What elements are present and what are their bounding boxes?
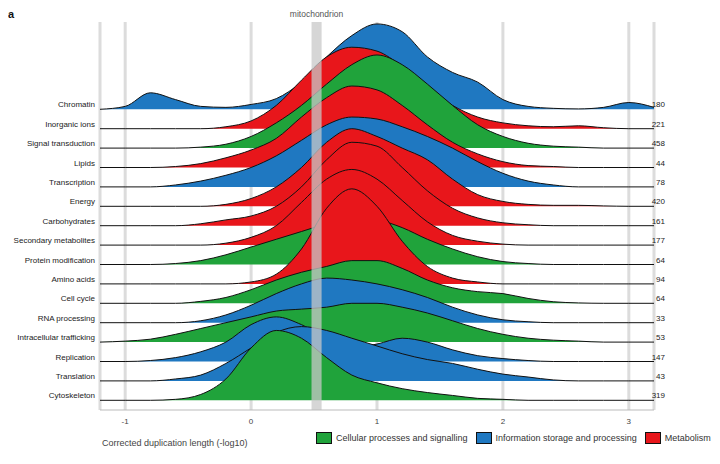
svg-text:Intracellular trafficking: Intracellular trafficking <box>17 333 95 342</box>
svg-text:Energy: Energy <box>70 197 95 206</box>
svg-text:3: 3 <box>627 417 632 426</box>
svg-text:458: 458 <box>652 139 666 148</box>
svg-text:161: 161 <box>652 217 666 226</box>
svg-text:Protein modification: Protein modification <box>25 256 95 265</box>
svg-text:Transcription: Transcription <box>49 178 95 187</box>
svg-text:43: 43 <box>656 372 665 381</box>
svg-text:Replication: Replication <box>55 353 95 362</box>
svg-text:78: 78 <box>656 178 665 187</box>
svg-text:221: 221 <box>652 120 666 129</box>
svg-text:Carbohydrates: Carbohydrates <box>43 217 95 226</box>
svg-text:180: 180 <box>652 100 666 109</box>
svg-text:147: 147 <box>652 353 666 362</box>
svg-text:319: 319 <box>652 391 666 400</box>
svg-text:-1: -1 <box>122 417 130 426</box>
svg-text:177: 177 <box>652 236 666 245</box>
svg-text:Cytoskeleton: Cytoskeleton <box>49 391 95 400</box>
svg-text:94: 94 <box>656 275 665 284</box>
svg-text:Corrected duplication length (: Corrected duplication length (-log10) <box>102 438 248 448</box>
svg-text:1: 1 <box>375 417 380 426</box>
svg-text:Cell cycle: Cell cycle <box>61 294 96 303</box>
svg-text:64: 64 <box>656 256 665 265</box>
svg-text:44: 44 <box>656 159 665 168</box>
html-text:Cellular processes and signall: Cellular processes and signalling <box>336 433 468 443</box>
svg-text:2: 2 <box>501 417 506 426</box>
svg-text:Lipids: Lipids <box>74 159 95 168</box>
svg-text:Chromatin: Chromatin <box>58 100 95 109</box>
svg-text:Translation: Translation <box>56 372 95 381</box>
html-text:Metabolism: Metabolism <box>664 433 711 443</box>
svg-text:Signal transduction: Signal transduction <box>27 139 95 148</box>
svg-text:RNA processing: RNA processing <box>38 314 95 323</box>
svg-text:Amino acids: Amino acids <box>51 275 95 284</box>
svg-text:53: 53 <box>656 333 665 342</box>
svg-text:0: 0 <box>249 417 254 426</box>
html-text:Information storage and proces: Information storage and processing <box>495 433 637 443</box>
html-text:a: a <box>8 8 15 20</box>
svg-text:33: 33 <box>656 314 665 323</box>
svg-text:mitochondrion: mitochondrion <box>290 9 344 19</box>
svg-text:420: 420 <box>652 197 666 206</box>
svg-text:64: 64 <box>656 294 665 303</box>
svg-text:Secondary metabolites: Secondary metabolites <box>14 236 95 245</box>
svg-text:Inorganic ions: Inorganic ions <box>45 120 95 129</box>
